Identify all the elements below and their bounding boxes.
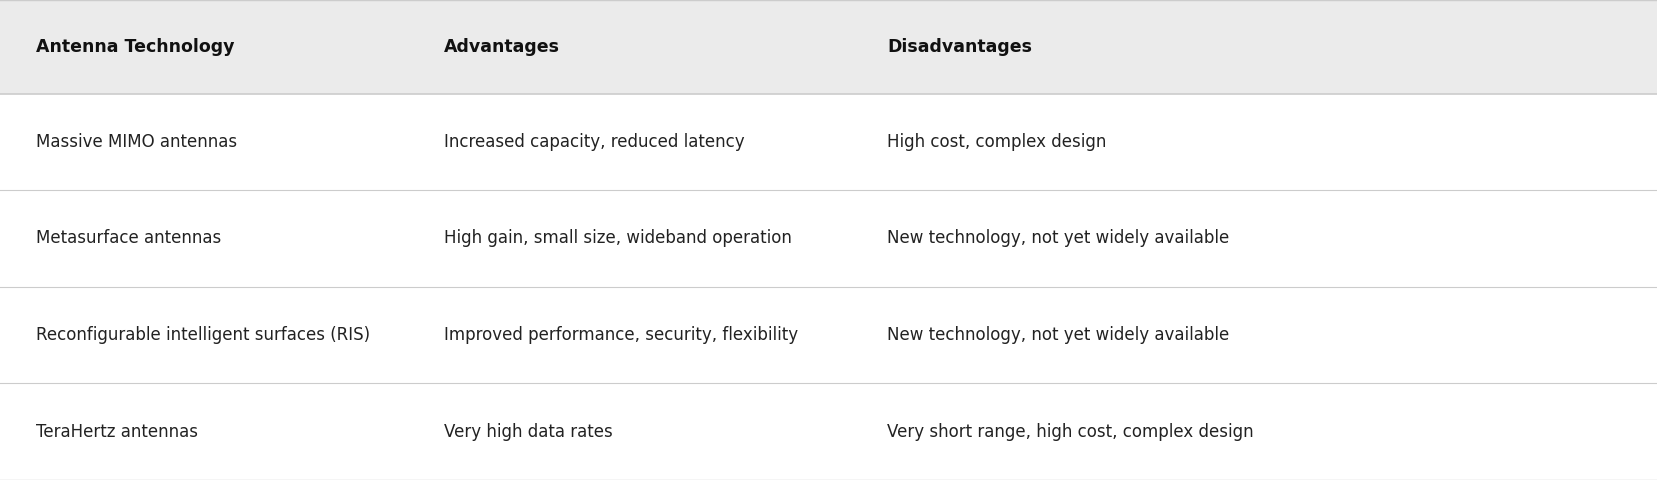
Text: Reconfigurable intelligent surfaces (RIS): Reconfigurable intelligent surfaces (RIS…	[36, 326, 371, 344]
Text: Improved performance, security, flexibility: Improved performance, security, flexibil…	[444, 326, 799, 344]
Bar	[0, 0, 1657, 94]
Text: Advantages: Advantages	[444, 38, 560, 56]
Text: New technology, not yet widely available: New technology, not yet widely available	[886, 229, 1228, 248]
Text: Metasurface antennas: Metasurface antennas	[36, 229, 222, 248]
Text: Increased capacity, reduced latency: Increased capacity, reduced latency	[444, 133, 744, 151]
Text: High cost, complex design: High cost, complex design	[886, 133, 1105, 151]
Text: Very high data rates: Very high data rates	[444, 423, 613, 441]
Bar	[0, 94, 1657, 480]
Text: Massive MIMO antennas: Massive MIMO antennas	[36, 133, 237, 151]
Text: Antenna Technology: Antenna Technology	[36, 38, 235, 56]
Text: New technology, not yet widely available: New technology, not yet widely available	[886, 326, 1228, 344]
Text: High gain, small size, wideband operation: High gain, small size, wideband operatio…	[444, 229, 792, 248]
Text: Disadvantages: Disadvantages	[886, 38, 1031, 56]
Text: TeraHertz antennas: TeraHertz antennas	[36, 423, 199, 441]
Text: Very short range, high cost, complex design: Very short range, high cost, complex des…	[886, 423, 1253, 441]
